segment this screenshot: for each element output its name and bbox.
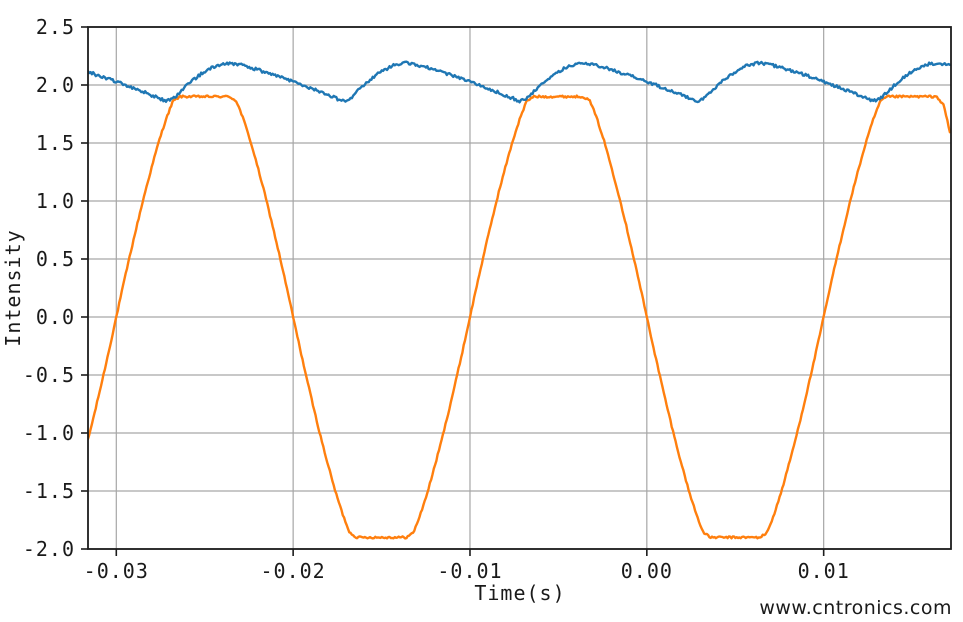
axes-layer bbox=[87, 26, 952, 550]
x-tick-label: 0.01 bbox=[798, 559, 850, 583]
y-tick-label: 2.5 bbox=[36, 15, 75, 39]
series-layer bbox=[88, 60, 951, 540]
ticks-layer: -0.03 -0.02 -0.01 0.00 0.01 2.5 2.0 1.5 1.0 0.5 0.… bbox=[23, 15, 850, 583]
y-tick-label: 1.0 bbox=[36, 189, 75, 213]
y-tick-label: 2.0 bbox=[36, 73, 75, 97]
y-tick-label: 0.5 bbox=[36, 247, 75, 271]
series-modulated-intensity-ripple bbox=[88, 60, 951, 104]
x-tick-label: -0.02 bbox=[261, 559, 326, 583]
y-tick-label: -1.0 bbox=[23, 421, 75, 445]
x-tick-label: -0.03 bbox=[84, 559, 149, 583]
y-tick-label: 0.0 bbox=[36, 305, 75, 329]
x-tick-label: -0.01 bbox=[437, 559, 502, 583]
y-tick-label: -0.5 bbox=[23, 363, 75, 387]
y-tick-label: -1.5 bbox=[23, 479, 75, 503]
plot-border bbox=[87, 26, 952, 550]
x-tick-label: 0.00 bbox=[621, 559, 673, 583]
x-axis-title: Time(s) bbox=[474, 581, 565, 605]
series-clipped-sine-intensity bbox=[88, 94, 951, 540]
y-tick-label: 1.5 bbox=[36, 131, 75, 155]
grid-layer bbox=[88, 26, 951, 550]
y-axis-title: Intensity bbox=[1, 229, 25, 346]
watermark: www.cntronics.com bbox=[759, 597, 952, 619]
y-tick-label: -2.0 bbox=[23, 537, 75, 561]
